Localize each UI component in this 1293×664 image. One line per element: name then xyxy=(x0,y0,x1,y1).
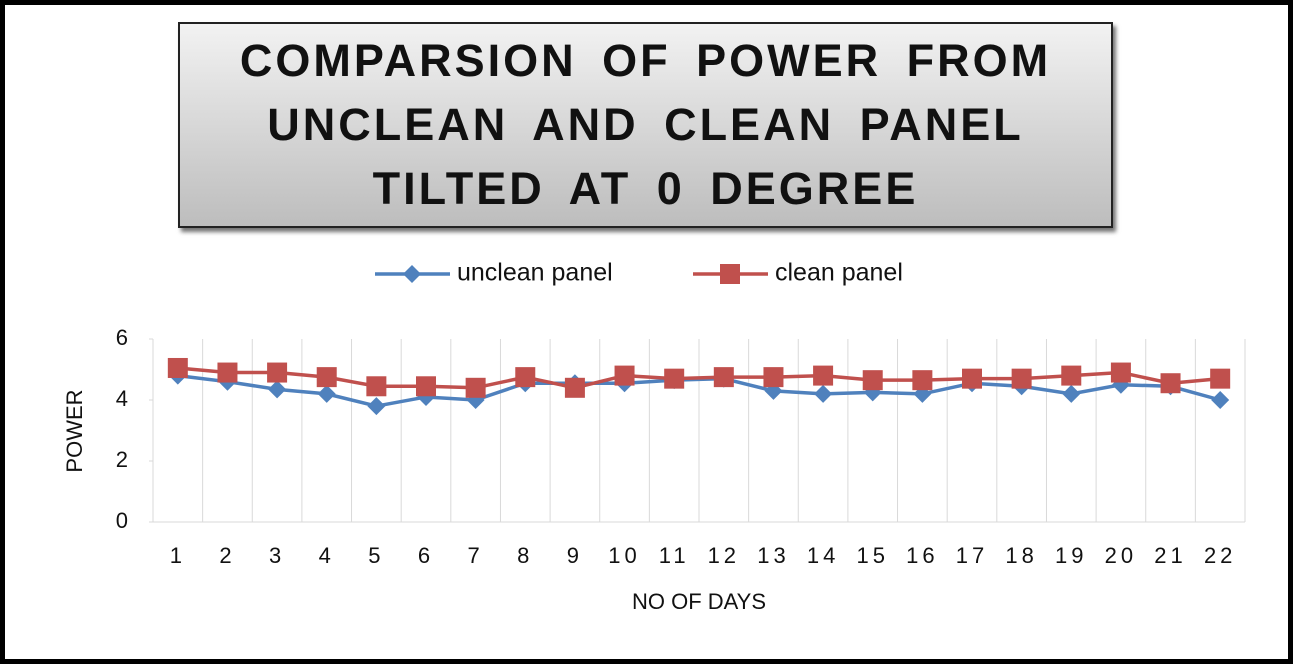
x-tick-label: 9 xyxy=(567,543,583,568)
x-tick-label: 15 xyxy=(856,543,888,568)
marker xyxy=(564,377,585,398)
marker xyxy=(1110,362,1131,383)
series-line xyxy=(177,366,1221,390)
marker xyxy=(367,397,386,416)
x-tick-label: 20 xyxy=(1105,543,1137,568)
marker xyxy=(962,368,982,389)
x-tick-label: 18 xyxy=(1005,543,1037,568)
x-tick-label: 5 xyxy=(368,543,384,568)
y-tick-label: 2 xyxy=(116,447,128,472)
title-box: COMPARSION OF POWER FROM UNCLEAN AND CLE… xyxy=(178,22,1113,228)
x-tick-label: 21 xyxy=(1154,543,1186,568)
marker xyxy=(317,384,336,403)
chart-title: COMPARSION OF POWER FROM UNCLEAN AND CLE… xyxy=(239,35,1052,214)
x-tick-label: 12 xyxy=(708,543,740,568)
x-tick-label: 19 xyxy=(1055,543,1087,568)
y-tick-label: 0 xyxy=(116,508,128,533)
x-axis-title: NO OF DAYS xyxy=(632,589,766,614)
marker xyxy=(1160,373,1181,394)
marker xyxy=(366,376,387,397)
x-tick-label: 2 xyxy=(219,543,235,568)
x-tick-label: 13 xyxy=(757,543,789,568)
x-tick-label: 10 xyxy=(608,543,640,568)
marker xyxy=(217,362,238,383)
x-tick-label: 7 xyxy=(468,543,484,568)
x-tick-label: 22 xyxy=(1204,543,1236,568)
marker xyxy=(614,365,635,386)
marker xyxy=(713,367,734,388)
marker xyxy=(316,367,337,388)
x-tick-label: 17 xyxy=(956,543,988,568)
marker xyxy=(814,384,833,403)
marker xyxy=(1011,368,1032,389)
marker xyxy=(1061,365,1082,386)
legend-label: clean panel xyxy=(775,259,903,287)
marker xyxy=(664,368,685,389)
x-tick-label: 4 xyxy=(319,543,335,568)
marker xyxy=(912,370,933,391)
x-tick-label: 3 xyxy=(269,543,285,568)
y-tick-label: 6 xyxy=(116,325,128,350)
marker xyxy=(862,370,883,391)
y-tick-label: 4 xyxy=(116,386,128,411)
x-tick-label: 11 xyxy=(659,543,690,568)
x-tick-label: 14 xyxy=(807,543,839,568)
marker xyxy=(267,362,288,383)
marker xyxy=(813,365,834,386)
marker xyxy=(1211,391,1230,409)
marker xyxy=(465,377,486,398)
y-axis-title: POWER xyxy=(62,389,87,472)
marker xyxy=(416,376,436,397)
x-tick-label: 1 xyxy=(170,543,186,568)
x-tick-label: 8 xyxy=(517,543,533,568)
x-tick-label: 6 xyxy=(418,543,434,568)
marker xyxy=(1210,368,1231,389)
legend-marker xyxy=(403,265,421,283)
marker xyxy=(268,380,287,399)
legend-label: unclean panel xyxy=(457,259,613,287)
marker xyxy=(515,367,536,388)
legend-marker xyxy=(720,264,740,284)
marker xyxy=(763,367,784,388)
x-tick-label: 16 xyxy=(906,543,938,568)
marker xyxy=(167,357,188,378)
marker xyxy=(1062,384,1081,403)
